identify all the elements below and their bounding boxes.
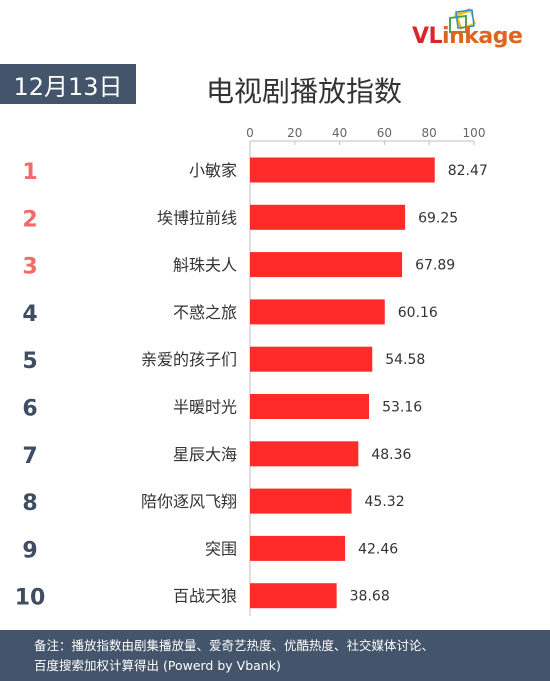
rank-label: 5 (22, 349, 37, 374)
category-label: 星辰大海 (173, 445, 237, 464)
bar-chart: 0 20 40 60 80 100 1 小敏家 82.47 2 埃博拉前线 69.25 3 斛珠夫人 67.… (15, 126, 488, 616)
logo-text-vl: VL (412, 24, 443, 49)
value-label: 67.89 (415, 258, 455, 274)
category-label: 小敏家 (189, 161, 237, 180)
category-label: 亲爱的孩子们 (141, 350, 237, 369)
x-tick-label: 80 (422, 126, 437, 140)
category-label: 陪你逐风飞翔 (141, 492, 237, 511)
bar (250, 157, 435, 183)
rank-label: 6 (22, 397, 37, 422)
chart-title: 电视剧播放指数 (206, 75, 403, 108)
rank-label: 8 (22, 491, 37, 516)
value-label: 45.32 (365, 494, 405, 510)
rank-label: 3 (22, 255, 37, 280)
category-label: 斛珠夫人 (173, 256, 237, 275)
category-label: 不惑之旅 (173, 303, 237, 322)
x-tick-label: 60 (377, 126, 392, 140)
bar (250, 299, 385, 325)
bar (250, 535, 346, 561)
x-tick-label: 40 (332, 126, 347, 140)
rank-label: 2 (22, 207, 37, 232)
logo-mark-icon (449, 8, 476, 33)
bar (250, 346, 373, 372)
value-label: 60.16 (398, 305, 438, 321)
vlinkage-logo: VLinkage (406, 4, 536, 52)
bar (250, 441, 359, 467)
x-tick-label: 20 (287, 126, 302, 140)
value-label: 53.16 (382, 400, 422, 416)
footer-line-1: 备注：播放指数由剧集播放量、爱奇艺热度、优酷热度、社交媒体讨论、 (34, 638, 435, 653)
bar (250, 583, 337, 609)
rank-label: 4 (22, 302, 37, 327)
x-tick-label: 100 (463, 126, 486, 140)
value-label: 48.36 (371, 447, 411, 463)
bar (250, 204, 406, 230)
logo-text-rest: inkage (442, 24, 523, 49)
value-label: 42.46 (358, 541, 398, 557)
category-label: 半暖时光 (173, 398, 237, 417)
rank-label: 9 (22, 538, 37, 563)
value-label: 82.47 (448, 163, 488, 179)
value-label: 54.58 (385, 352, 425, 368)
category-label: 突围 (205, 539, 237, 558)
rank-label: 7 (22, 444, 37, 469)
bar (250, 488, 352, 514)
rank-label: 1 (22, 160, 37, 185)
footer-line-2: 百度搜索加权计算得出 (Powerd by Vbank) (34, 658, 281, 673)
footer-note: 备注：播放指数由剧集播放量、爱奇艺热度、优酷热度、社交媒体讨论、 百度搜索加权计… (0, 630, 550, 681)
x-tick-label: 0 (246, 126, 254, 140)
bar (250, 394, 370, 419)
category-label: 百战天狼 (173, 587, 237, 606)
bar (250, 252, 403, 278)
date-badge: 12月13日 (0, 64, 136, 104)
value-label: 69.25 (418, 210, 458, 226)
value-label: 38.68 (350, 589, 390, 605)
rank-label: 10 (15, 586, 46, 611)
category-label: 埃博拉前线 (157, 208, 237, 227)
logo-text: VLinkage (412, 24, 523, 49)
